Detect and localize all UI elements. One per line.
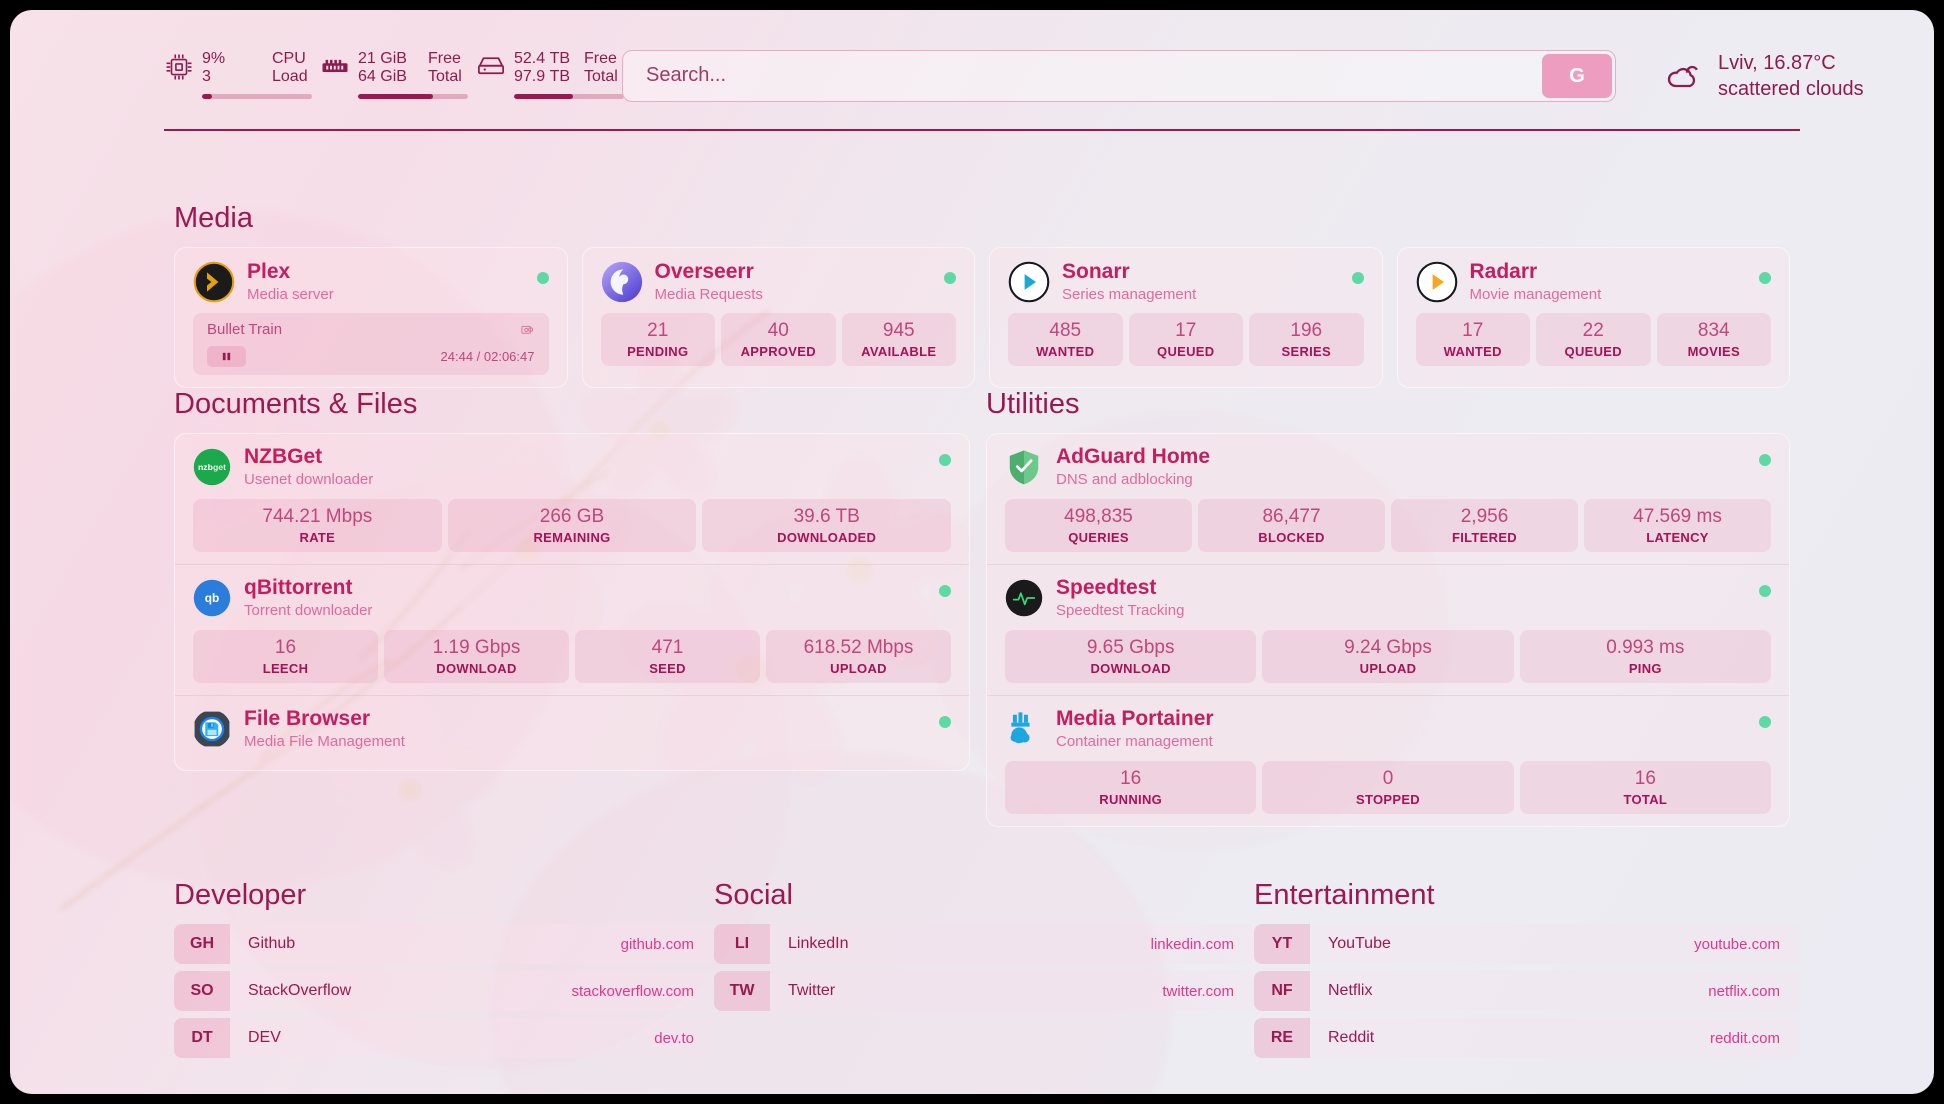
svg-text:qb: qb — [205, 590, 220, 604]
svg-text:nzbget: nzbget — [198, 462, 226, 472]
